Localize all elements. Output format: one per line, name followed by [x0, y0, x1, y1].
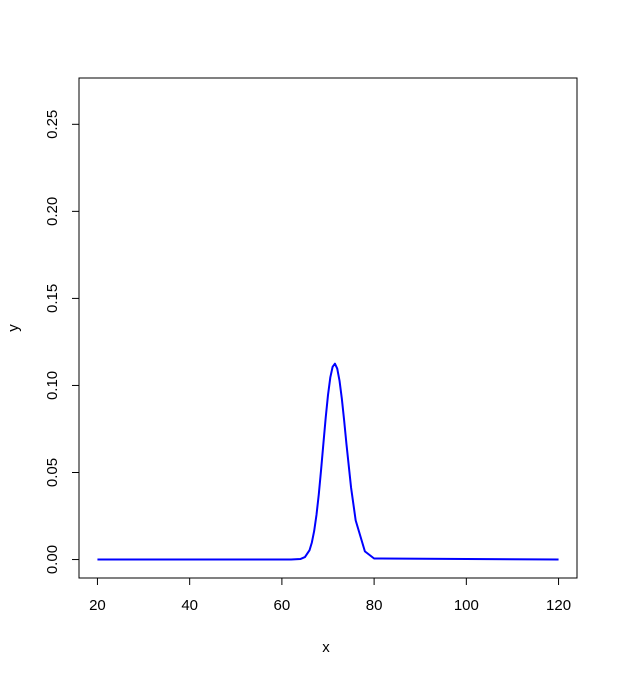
x-axis: 20 40 60 80 100 120	[89, 577, 571, 614]
x-tick-label: 60	[274, 597, 291, 614]
y-tick-label: 0.15	[44, 284, 61, 313]
y-tick-label: 0.25	[44, 110, 61, 139]
plot-frame	[78, 77, 578, 579]
series-layer	[97, 362, 559, 561]
x-tick-label: 120	[546, 597, 571, 614]
series-line	[97, 362, 559, 561]
x-tick-label: 40	[181, 597, 198, 614]
x-tick-label: 80	[366, 597, 383, 614]
y-axis: 0.00 0.05 0.10 0.15 0.20 0.25	[44, 110, 80, 574]
x-tick-label: 20	[89, 597, 106, 614]
y-tick-label: 0.20	[44, 197, 61, 226]
y-axis-title: y	[5, 324, 22, 332]
y-tick-label: 0.00	[44, 545, 61, 574]
x-axis-title: x	[322, 639, 330, 656]
x-tick-label: 100	[454, 597, 479, 614]
y-tick-label: 0.05	[44, 458, 61, 487]
y-tick-label: 0.10	[44, 371, 61, 400]
